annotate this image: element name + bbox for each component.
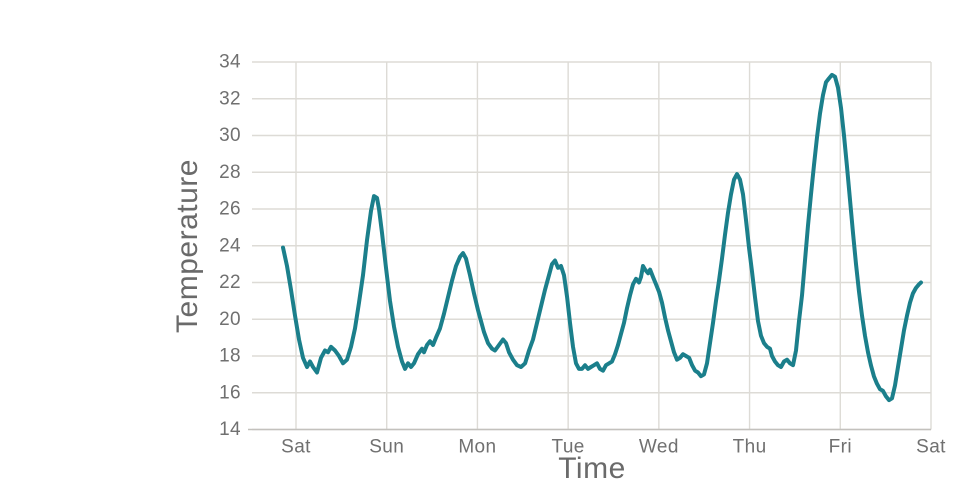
y-tick-label: 24 bbox=[219, 235, 241, 256]
x-tick-label: Sun bbox=[369, 437, 404, 458]
y-axis-title: Temperature bbox=[171, 159, 204, 333]
y-tick-label: 16 bbox=[219, 382, 241, 403]
y-tick-label: 20 bbox=[219, 309, 241, 330]
x-tick-label: Sat bbox=[281, 437, 311, 458]
y-tick-label: 18 bbox=[219, 346, 241, 367]
x-tick-label: Tue bbox=[552, 437, 585, 458]
x-tick-label: Thu bbox=[733, 437, 767, 458]
x-tick-label: Mon bbox=[458, 437, 496, 458]
x-tick-label: Fri bbox=[829, 437, 852, 458]
y-tick-label: 34 bbox=[219, 52, 241, 73]
x-tick-label: Wed bbox=[639, 437, 679, 458]
y-tick-label: 30 bbox=[219, 125, 241, 146]
temperature-line bbox=[281, 72, 923, 403]
x-axis-title: Time bbox=[558, 452, 626, 485]
y-tick-label: 22 bbox=[219, 272, 241, 293]
y-tick-label: 26 bbox=[219, 199, 241, 220]
y-tick-label: 14 bbox=[219, 419, 241, 440]
x-tick-label: Sat bbox=[916, 437, 946, 458]
y-tick-label: 32 bbox=[219, 88, 241, 109]
y-tick-label: 28 bbox=[219, 162, 241, 183]
